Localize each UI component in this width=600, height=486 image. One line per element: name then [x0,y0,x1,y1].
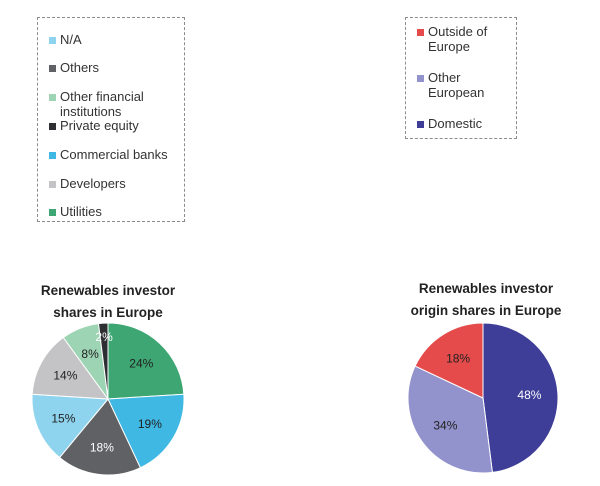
legend-swatch [49,181,56,188]
legend-label: Others [60,60,100,75]
legend-item-private-equity: Private equity [49,118,139,133]
origin-chart-title: Renewables investor origin shares in Eur… [386,278,586,322]
investor-data-label: 24% [129,357,153,371]
origin-slice-outside-of-europe [414,322,484,399]
legend-swatch [417,29,424,36]
legend-label: Domestic [428,116,483,131]
legend-swatch [49,152,56,159]
legend-label: Private equity [60,118,139,133]
legend-label: Commercial banks [60,147,168,162]
investor-pie: 24% 19% 18% 15% 14% 8% 2% [31,322,185,476]
investor-chart-title-line-1: Renewables investor [40,283,176,298]
investor-data-label: 15% [51,411,75,425]
legend-swatch [49,37,56,44]
legend-label: Other European [428,70,485,100]
legend-item-outside-europe: Outside of Europe [417,24,513,54]
legend-item-na: N/A [49,32,82,47]
investor-chart-title-line-2: shares in Europe [53,305,163,320]
legend-label: Other financial institutions [60,89,144,119]
investor-data-label: 2% [95,330,113,344]
investor-slice-private-equity [97,322,109,400]
origin-data-label: 34% [433,418,457,432]
investor-data-label: 8% [81,347,99,361]
legend-swatch [49,209,56,216]
investor-chart-title: Renewables investor shares in Europe [8,280,208,324]
investor-slice-others [58,398,142,476]
investor-slice-utilities [107,322,185,400]
legend-item-developers: Developers [49,176,126,191]
investor-slice-n-a [31,393,110,459]
origin-chart-title-line-1: Renewables investor [418,281,554,296]
investor-data-label: 18% [90,440,114,454]
legend-label: Outside of Europe [428,24,488,54]
origin-slice-domestic [482,322,559,473]
origin-data-label: 48% [517,388,541,402]
legend-item-others: Others [49,60,100,75]
legend-item-other-financial: Other financial institutions [49,89,182,119]
legend-swatch [49,94,56,101]
investor-slice-developers [31,336,110,400]
investor-data-label: 14% [53,369,77,383]
origin-data-label: 18% [446,352,470,366]
legend-label: Developers [60,176,126,191]
legend-item-other-european: Other European [417,70,513,100]
investor-legend: N/A Others Other financial institutions … [37,17,185,222]
investor-data-label: 19% [138,417,162,431]
legend-label: Utilities [60,204,102,219]
legend-swatch [417,75,424,82]
investor-slice-commercial-banks [107,393,185,469]
origin-pie: 48% 34% 18% [407,322,559,474]
legend-swatch [417,121,424,128]
origin-legend: Outside of Europe Other European Domesti… [405,17,517,139]
legend-swatch [49,123,56,130]
legend-item-utilities: Utilities [49,204,102,219]
legend-item-commercial-banks: Commercial banks [49,147,168,162]
legend-item-domestic: Domestic [417,116,483,131]
legend-swatch [49,65,56,72]
legend-label: N/A [60,32,82,47]
origin-chart-title-line-2: origin shares in Europe [410,303,562,318]
